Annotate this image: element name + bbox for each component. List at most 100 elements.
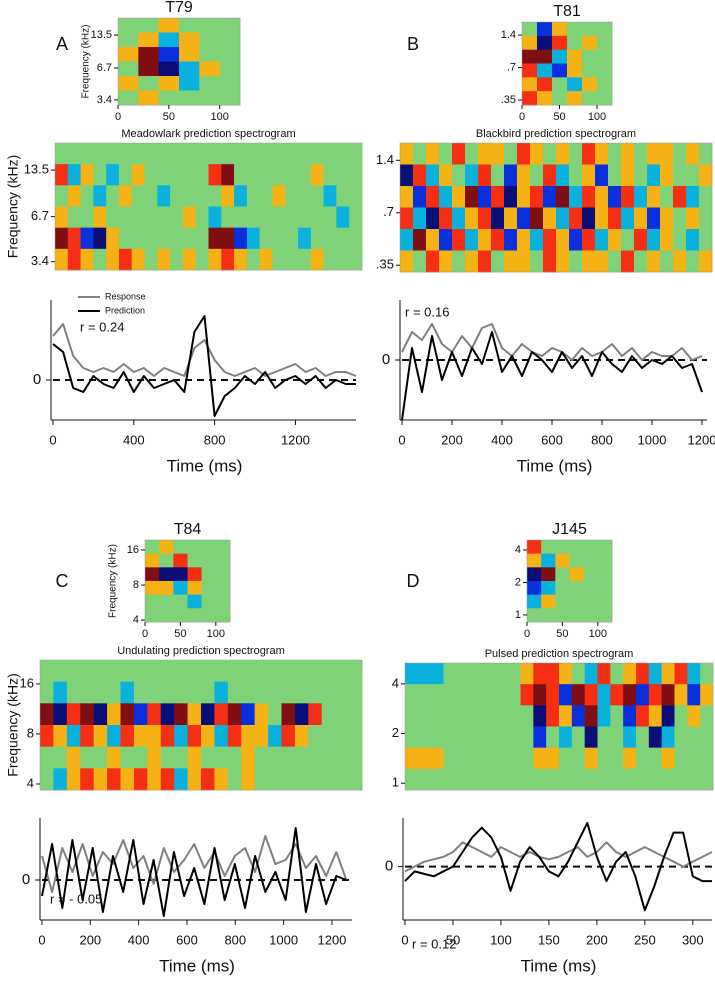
heatmap-cell: [199, 32, 221, 48]
heatmap-cell: [199, 47, 221, 62]
heatmap-cell: [687, 684, 701, 706]
y-tick-label: 0: [382, 351, 390, 368]
heatmap-cell: [595, 186, 609, 208]
y-tick-label: 1.4: [501, 29, 516, 41]
heatmap-cell: [80, 768, 95, 791]
heatmap-cell: [285, 227, 299, 250]
heatmap-cell: [106, 248, 120, 271]
y-tick-label: 16: [127, 544, 139, 556]
heatmap-cell: [556, 229, 570, 251]
heatmap-cell: [201, 703, 215, 726]
heatmap-cell: [80, 681, 95, 704]
y-tick-label: 1: [515, 609, 521, 621]
heatmap-cell: [533, 726, 547, 749]
heatmap-cell: [699, 229, 713, 251]
y-tick-label: 0: [385, 858, 393, 875]
heatmap-cell: [522, 63, 538, 78]
heatmap-cell: [647, 164, 661, 187]
heatmap-cell: [53, 746, 68, 769]
heatmap-cell: [308, 746, 323, 769]
heatmap-cell: [608, 250, 622, 273]
x-tick-label: 1000: [638, 432, 667, 447]
heatmap-cell: [138, 18, 160, 33]
heatmap-cell: [426, 207, 440, 230]
heatmap-cell: [610, 726, 624, 749]
heatmap-cell: [159, 540, 174, 555]
heatmap-cell: [543, 250, 557, 273]
heatmap-cell: [555, 581, 570, 596]
x-tick-label: 1000: [269, 932, 298, 947]
heatmap-cell: [608, 186, 622, 208]
heatmap-cell: [504, 250, 518, 273]
heatmap-cell: [405, 663, 419, 685]
heatmap-cell: [647, 143, 661, 165]
heatmap-cell: [507, 747, 521, 770]
heatmap-cell: [660, 207, 674, 230]
heatmap-cell: [254, 681, 269, 704]
heatmap-cell: [584, 684, 598, 706]
heatmap-cell: [93, 248, 107, 271]
heatmap-cell: [597, 747, 611, 770]
heatmap-cell: [504, 186, 518, 208]
heatmap-cell: [597, 663, 611, 685]
heatmap-cell: [469, 768, 483, 791]
heatmap-cell: [584, 768, 598, 791]
heatmap-cell: [93, 185, 107, 207]
heatmap-cell: [138, 90, 160, 106]
heatmap-cell: [219, 47, 241, 62]
heatmap-cell: [623, 768, 637, 791]
heatmap-cell: [700, 663, 714, 685]
heatmap-cell: [661, 663, 675, 685]
heatmap-cell: [349, 227, 363, 250]
heatmap-cell: [687, 663, 701, 685]
heatmap-cell: [584, 705, 598, 727]
heatmap-cell: [348, 725, 363, 748]
heatmap-cell: [583, 594, 599, 609]
heatmap-cell: [452, 186, 466, 208]
heatmap-cell: [552, 77, 568, 92]
heatmap-cell: [569, 207, 583, 230]
heatmap-cell: [157, 143, 171, 165]
heatmap-cell: [133, 746, 148, 769]
heatmap-cell: [582, 250, 596, 273]
plot-title: Meadowlark prediction spectrogram: [121, 128, 295, 140]
heatmap-cell: [138, 76, 160, 91]
heatmap-cell: [281, 768, 296, 791]
heatmap-cell: [80, 703, 95, 726]
heatmap-cell: [254, 746, 269, 769]
heatmap-cell: [349, 143, 363, 165]
series-line: [52, 323, 357, 377]
heatmap-cell: [234, 206, 248, 229]
heatmap-cell: [157, 185, 171, 207]
heatmap-cell: [597, 540, 613, 555]
heatmap-cell: [417, 684, 432, 706]
heatmap-cell: [660, 143, 674, 165]
y-tick-label: 4: [133, 614, 139, 626]
heatmap-cell: [221, 185, 235, 207]
heatmap-cell: [336, 227, 350, 250]
heatmap-cell: [537, 22, 553, 37]
heatmap-cell: [55, 143, 69, 165]
heatmap-cell: [348, 703, 363, 726]
heatmap-cell: [491, 164, 505, 187]
heatmap-cell: [268, 746, 282, 769]
heatmap-cell: [527, 553, 542, 568]
heatmap-cell: [543, 229, 557, 251]
heatmap-cell: [400, 164, 414, 187]
heatmap-cell: [174, 746, 188, 769]
heatmap-cell: [405, 705, 419, 727]
heatmap-cell: [533, 768, 547, 791]
plot-frame: [39, 659, 363, 791]
heatmap-cell: [533, 747, 547, 770]
heatmap-cell: [522, 77, 538, 92]
heatmap-cell: [517, 164, 531, 187]
heatmap-cell: [636, 747, 650, 770]
heatmap-cell: [621, 164, 635, 187]
heatmap-cell: [527, 581, 542, 596]
heatmap-cell: [597, 594, 613, 609]
y-tick-label: 0: [22, 871, 30, 888]
heatmap-cell: [686, 229, 700, 251]
heatmap-cell: [118, 143, 133, 165]
x-tick-label: 50: [553, 111, 565, 123]
